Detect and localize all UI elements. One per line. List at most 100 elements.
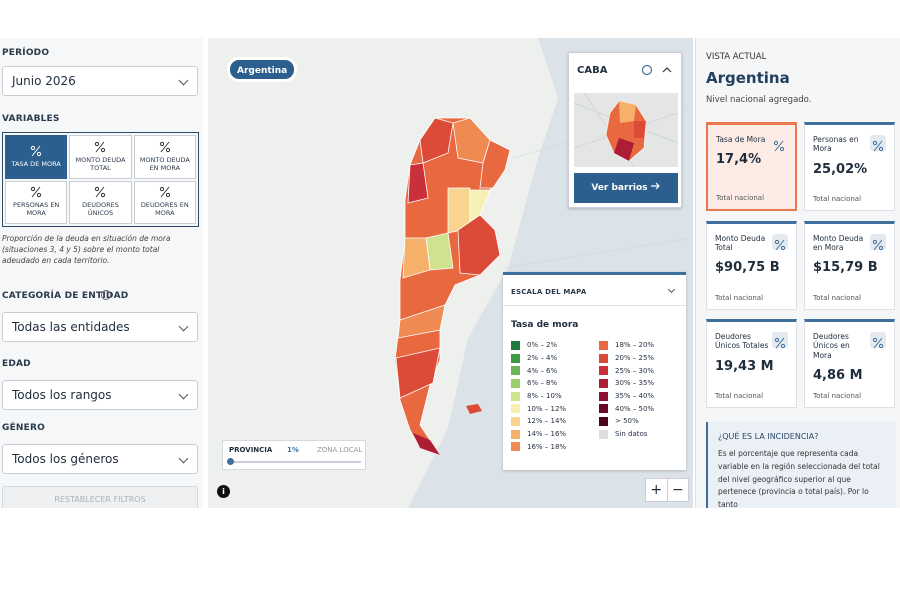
legend-label: 4% – 6% <box>527 366 558 375</box>
card-icon <box>870 233 886 250</box>
info-icon[interactable] <box>101 290 111 300</box>
variable-description: Proporción de la deuda en situación de m… <box>2 234 171 265</box>
variable-label: TASA DE MORA <box>11 159 61 168</box>
variable-option[interactable]: DEUDORES ÚNICOS <box>69 180 132 224</box>
legend-label: 6% – 8% <box>527 379 558 388</box>
legend-label: 20% – 25% <box>615 354 655 363</box>
card-footer: Total nacional <box>813 293 862 302</box>
period-select[interactable]: Junio 2026 <box>2 66 198 96</box>
card-icon <box>870 135 886 152</box>
province <box>479 139 511 189</box>
province <box>419 117 454 164</box>
stat-card: Deudores Únicos Totales 19,43 M Total naci… <box>706 319 797 408</box>
legend-swatch <box>599 340 608 350</box>
filter-value: Todos los rangos <box>12 388 112 402</box>
variable-option[interactable]: MONTO DEUDA EN MORA <box>133 135 196 179</box>
legend-swatch <box>511 391 520 401</box>
card-icon <box>870 332 886 349</box>
stat-card: Personas en Mora 25,02% Total nacional <box>804 122 895 211</box>
legend-item: 16% – 18% <box>511 441 566 454</box>
chevron <box>178 321 189 332</box>
legend-item: 20% – 25% <box>599 352 654 365</box>
legend-swatch <box>599 404 608 414</box>
variable-option[interactable]: TASA DE MORA <box>5 135 68 179</box>
legend-title: ESCALA DEL MAPA <box>511 288 587 296</box>
variable-label: MONTO DEUDA EN MORA <box>139 155 190 172</box>
info-box: ¿QUÉ ES LA INCIDENCIA? Es el porcentaje … <box>706 422 896 508</box>
panel-subtitle: Nivel nacional agregado. <box>706 95 812 105</box>
legend: ESCALA DEL MAPA Tasa de mora 0% – 2% 2% –… <box>503 272 686 470</box>
legend-swatch <box>511 404 520 414</box>
icon <box>31 145 42 157</box>
sidebar: PERÍODO Junio 2026 VARIABLES TASA DE MOR… <box>0 38 203 508</box>
legend-column: 0% – 2% 2% – 4% 4% – 6% 6% – 8% 8% – 10% 10% … <box>511 339 566 453</box>
zoom-out[interactable]: − <box>671 482 684 498</box>
legend-label: Sin datos <box>615 430 648 439</box>
legend-item: 30% – 35% <box>599 377 654 390</box>
legend-swatch <box>599 429 608 439</box>
card-footer: Total nacional <box>715 392 764 400</box>
legend-swatch <box>511 442 520 452</box>
card-label: Tasa de Mora <box>716 135 766 144</box>
badge-label: Argentina <box>237 66 288 76</box>
icon <box>774 337 786 349</box>
icon <box>773 140 785 152</box>
legend-label: 35% – 40% <box>615 392 655 401</box>
legend-toggle[interactable] <box>667 285 676 294</box>
variable-option[interactable]: DEUDORES EN MORA <box>133 180 196 224</box>
info-title: ¿QUÉ ES LA INCIDENCIA? <box>718 432 819 441</box>
variable-option[interactable]: PERSONAS EN MORA <box>5 180 68 224</box>
card-footer: Total nacional <box>813 195 862 203</box>
legend-item: 40% – 50% <box>599 402 654 415</box>
filter-select[interactable]: Todas las entidades <box>2 312 198 342</box>
province <box>425 232 454 271</box>
card-value: 19,43 M <box>715 358 774 374</box>
view-neighborhoods-button[interactable]: Ver barrios <box>574 173 678 203</box>
arrow-icon <box>650 182 660 190</box>
card-label: Monto Deuda en Mora <box>813 233 864 252</box>
inset-map <box>574 93 678 167</box>
legend-item: Sin datos <box>599 428 654 441</box>
legend-label: 25% – 30% <box>615 366 655 375</box>
card-footer: Total nacional <box>813 392 862 400</box>
legend-item: 25% – 30% <box>599 364 654 377</box>
variables-grid: TASA DE MORA MONTO DEUDA TOTAL MONTO DEUDA… <box>2 132 199 227</box>
info-button[interactable]: i <box>217 485 230 498</box>
province <box>457 214 501 276</box>
chevron <box>178 453 189 464</box>
legend-item: 8% – 10% <box>511 390 566 403</box>
region-badge[interactable]: Argentina <box>227 57 298 82</box>
card-label: Deudores Únicos Totales <box>715 332 769 351</box>
zoom-in[interactable]: + <box>646 479 668 501</box>
province <box>407 162 429 204</box>
legend-label: 30% – 35% <box>615 379 655 388</box>
legend-label: 16% – 18% <box>527 442 567 451</box>
legend-label: 14% – 16% <box>527 430 567 439</box>
icon <box>95 187 106 198</box>
reset-button[interactable]: RESTABLECER FILTROS <box>2 486 198 508</box>
legend-label: 0% – 2% <box>527 341 558 350</box>
stat-card: Monto Deuda en Mora $15,79 B Total naciona… <box>804 220 895 310</box>
filter-select[interactable]: Todos los géneros <box>2 444 198 474</box>
zoom-level-slider[interactable]: PROVINCIA 1% ZONA LOCAL <box>222 440 366 470</box>
legend-label: 12% – 14% <box>527 417 567 426</box>
filter-value: Todos los géneros <box>12 452 119 466</box>
variable-option[interactable]: MONTO DEUDA TOTAL <box>69 135 132 179</box>
slider-thumb[interactable] <box>227 458 234 465</box>
variable-label: PERSONAS EN MORA <box>13 201 60 218</box>
card-footer: Total nacional <box>715 293 764 302</box>
icon <box>95 141 106 153</box>
slider-left: PROVINCIA <box>229 446 273 454</box>
reset-label: RESTABLECER FILTROS <box>54 495 146 504</box>
period-label: PERÍODO <box>2 48 50 58</box>
card-value: $15,79 B <box>813 260 878 276</box>
info-label: i <box>222 487 225 496</box>
inset-icons[interactable] <box>641 63 677 79</box>
legend-label: > 50% <box>615 417 639 426</box>
filter-select[interactable]: Todos los rangos <box>2 380 198 410</box>
filter-value: Todas las entidades <box>12 320 130 334</box>
card-label: Deudores Únicos en Mora <box>813 332 850 360</box>
province <box>413 433 440 455</box>
panel-label: VISTA ACTUAL <box>706 52 767 62</box>
card-value: 25,02% <box>813 161 868 177</box>
